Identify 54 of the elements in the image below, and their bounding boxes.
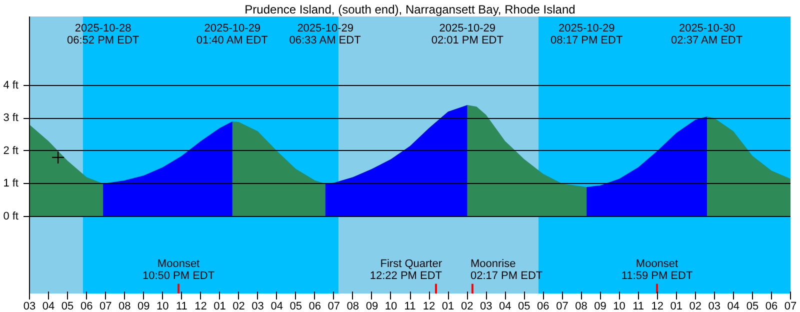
x-tick-label: 05 [518,300,530,312]
x-tick-label: 07 [99,300,112,312]
x-tick-label: 10 [613,300,626,312]
annotation: 2025-10-30 02:37 AM EDT [671,22,743,46]
x-tick-label: 03 [708,300,721,312]
x-tick-label: 10 [156,300,169,312]
x-tick-label: 10 [384,300,398,312]
x-tick-label: 05 [61,300,74,312]
x-tick-label: 03 [480,300,492,312]
x-tick-label: 05 [746,300,759,312]
x-tick-label: 05 [290,300,302,312]
x-tick-label: 08 [575,300,588,312]
x-tick-label: 03 [23,300,36,312]
x-tick-label: 08 [346,300,360,312]
x-tick-label: 03 [252,300,264,312]
x-tick-label: 06 [537,300,550,312]
y-tick-label: 0 ft [3,210,19,222]
chart-title: Prudence Island, (south end), Narragansett Bay, Rhode Island [244,2,576,16]
x-tick-label: 07 [784,300,797,312]
annotation: 2025-10-29 02:01 PM EDT [431,22,504,46]
y-tick-label: 2 ft [3,144,19,157]
x-tick-label: 01 [214,300,226,312]
x-tick-label: 02 [460,300,474,312]
x-tick-label: 12 [422,300,436,312]
x-tick-label: 11 [176,300,188,312]
x-tick-label: 09 [594,300,606,312]
y-tick-label: 3 ft [3,112,19,124]
x-tick-label: 09 [138,300,150,312]
x-tick-label: 08 [118,300,131,312]
ref-line-label: First Quarter 12:22 PM EDT [370,258,442,282]
x-tick-label: 07 [328,300,340,312]
x-tick-label: 04 [499,300,512,312]
x-tick-label: 09 [366,300,378,312]
x-tick-label: 04 [270,300,283,312]
x-tick-label: 01 [670,300,682,312]
annotation: 2025-10-29 01:40 AM EDT [196,22,268,46]
x-tick-label: 02 [689,300,702,312]
x-tick-label: 07 [556,300,568,312]
x-tick-label: 02 [232,300,245,312]
x-tick-label: 11 [404,300,416,312]
x-tick-label: 01 [442,300,454,312]
x-tick-label: 06 [308,300,322,312]
x-tick-label: 06 [765,300,778,312]
x-tick-label: 12 [194,300,207,312]
x-tick-label: 04 [42,300,55,312]
x-tick-label: 12 [651,300,664,312]
y-tick-label: 1 ft [3,178,19,190]
y-tick-label: 4 ft [3,79,19,92]
ref-line-label: Moonset 10:50 PM EDT [142,258,215,282]
x-tick-label: 06 [80,300,93,312]
annotation: 2025-10-29 08:17 PM EDT [550,22,623,46]
x-tick-label: 11 [632,300,644,312]
x-tick-label: 04 [727,300,740,312]
ref-line-label: Moonset 11:59 PM EDT [621,258,693,282]
